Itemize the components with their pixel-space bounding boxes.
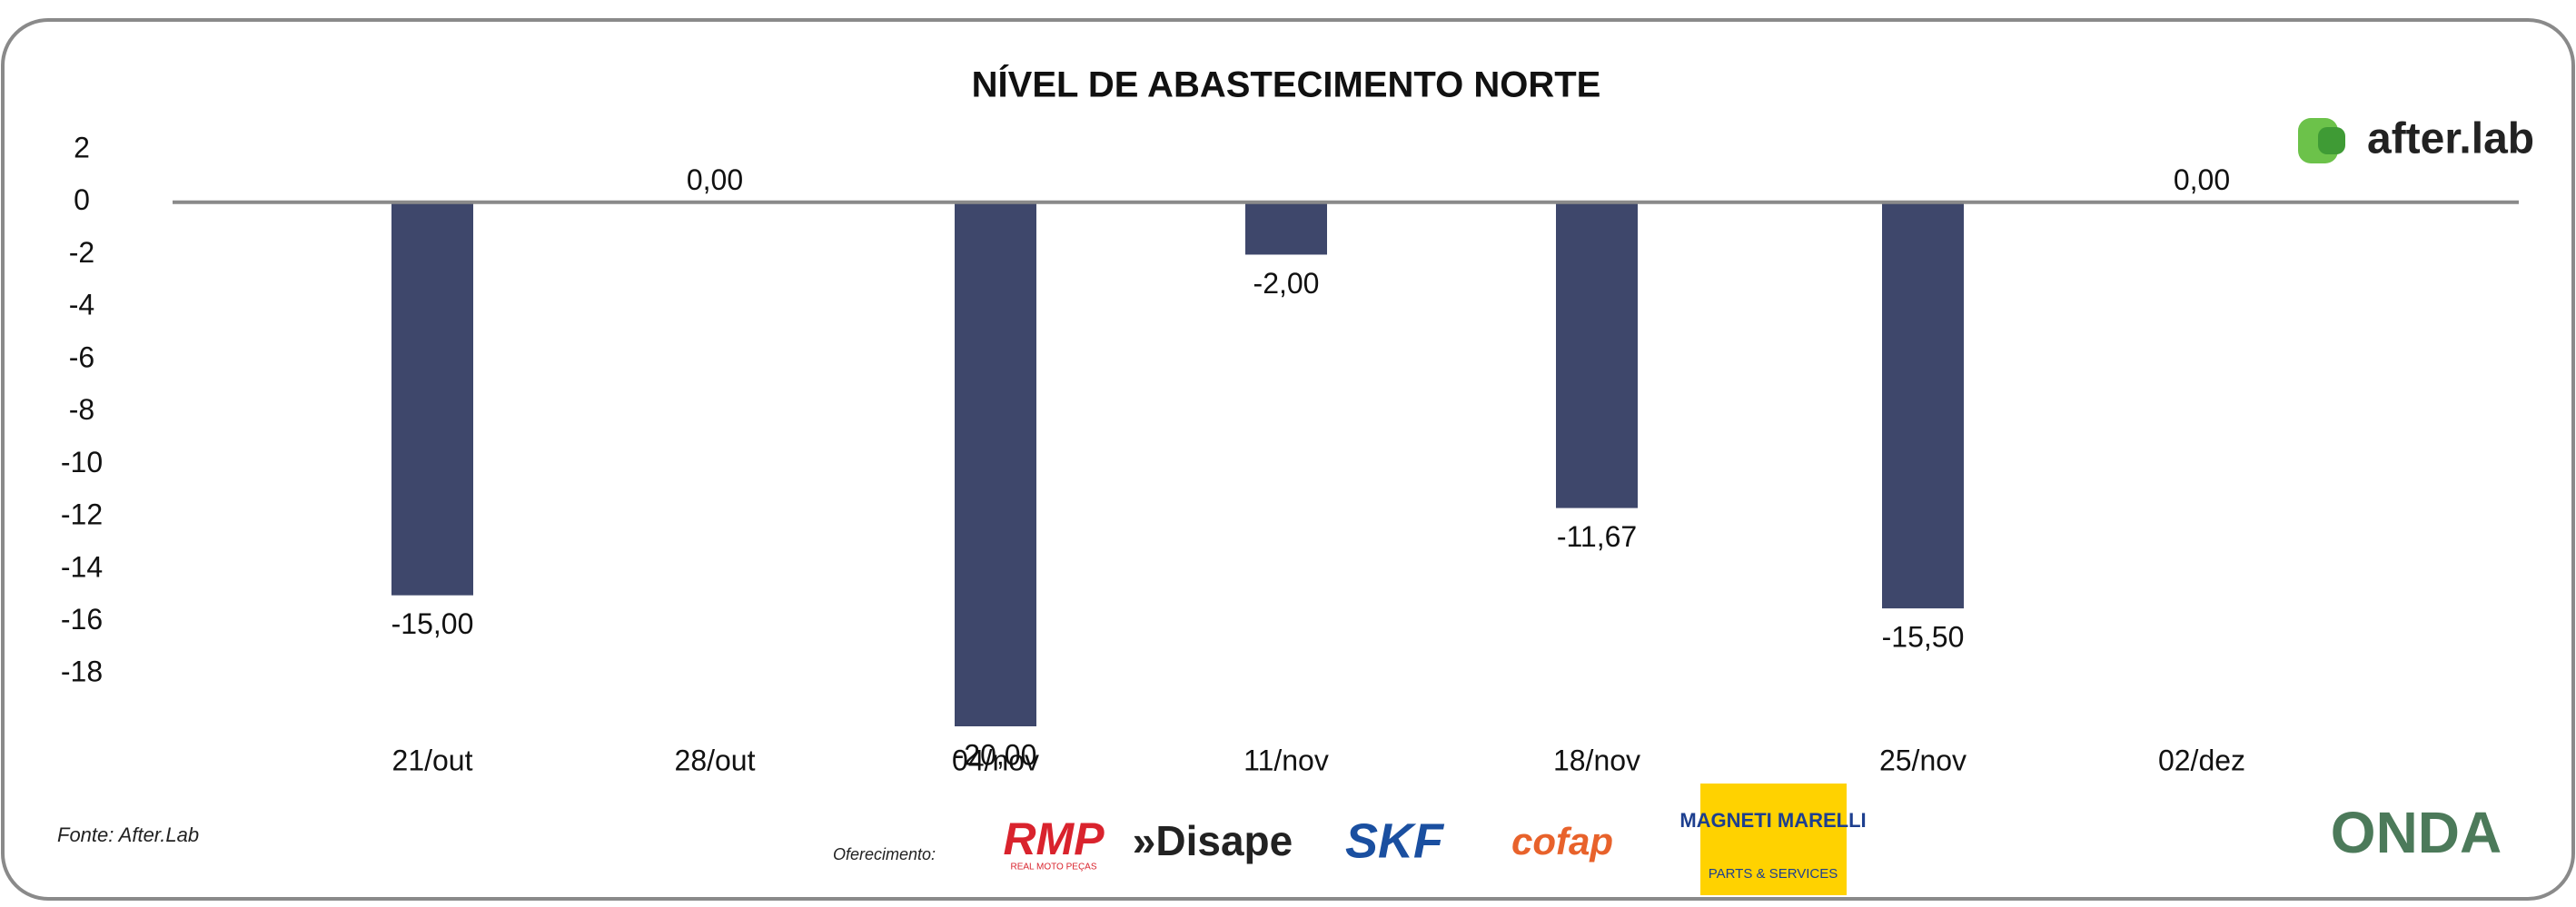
y-tick-label: -4 [69,289,94,321]
sponsors: RMP REAL MOTO PEÇAS »Disape SKF cofap MA… [1003,784,2502,895]
sponsor-label: Oferecimento: [833,845,936,863]
y-tick-label: -12 [61,498,103,531]
x-tick-label: 28/out [675,744,756,776]
y-tick-label: 2 [74,131,90,163]
sponsor-box [1700,784,1847,895]
y-tick-label: -6 [69,340,94,373]
brand-logo: after.lab [2298,115,2534,163]
sponsor-logo: PARTS & SERVICES [1709,866,1838,882]
sponsor-logo: ONDA [2331,800,2502,865]
data-label: -11,67 [1557,520,1637,553]
x-tick-label: 04/nov [952,744,1039,776]
data-label: -15,00 [391,607,474,640]
x-tick-label: 25/nov [1879,744,1967,776]
chart-title: NÍVEL DE ABASTECIMENTO NORTE [972,64,1601,105]
data-label: 0,00 [2174,163,2230,196]
brand-text: after.lab [2367,115,2534,163]
sponsor-logo: cofap [1511,820,1613,863]
y-tick-label: -16 [61,603,103,636]
bar [1882,202,1964,609]
bar [1245,202,1327,255]
x-tick-label: 18/nov [1553,744,1640,776]
sponsor-logo: REAL MOTO PEÇAS [1010,863,1096,872]
y-tick-label: -18 [61,656,103,688]
source: Fonte: After.Lab [57,823,199,846]
y-tick-label: -2 [69,236,94,269]
bar [391,202,473,596]
data-label: -2,00 [1253,267,1320,300]
sponsor-logo: SKF [1345,813,1445,868]
sponsor-logo: »Disape [1133,817,1293,864]
x-tick-label: 21/out [392,744,473,776]
bar [1556,202,1638,508]
y-tick-label: -14 [61,550,103,583]
data-label: -20,00 [955,738,1037,771]
y-tick-label: 0 [74,183,90,216]
x-tick-label: 11/nov [1243,744,1329,776]
x-tick-label: 02/dez [2158,744,2245,776]
sponsor-logo: MAGNETI MARELLI [1679,809,1866,832]
bar [955,202,1036,726]
data-label: -15,50 [1882,621,1965,654]
logo-shape [2318,127,2345,154]
y-tick-label: -8 [69,393,94,426]
sponsor-logo: RMP [1003,813,1105,864]
y-tick-label: -10 [61,446,103,478]
data-label: 0,00 [687,163,743,196]
